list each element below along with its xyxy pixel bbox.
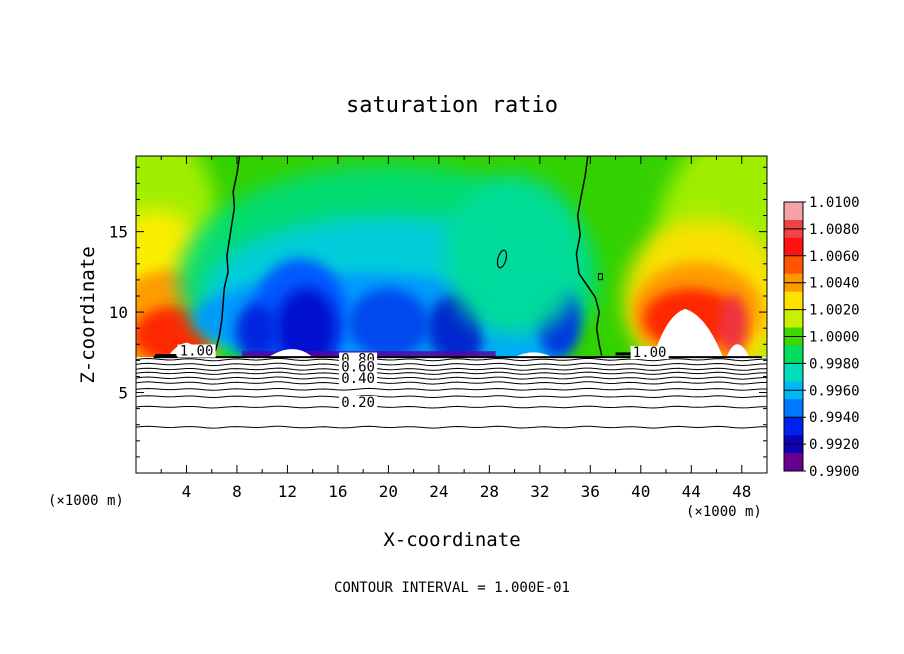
contour-one-right: [575, 156, 603, 356]
contour-label-4: 0.40: [341, 371, 375, 387]
x-tick-label-6: 28: [480, 482, 499, 501]
colorbar-band-3: [784, 255, 803, 275]
colorbar-label-7: 0.9960: [809, 383, 860, 399]
contour-labels: 1.00 1.000.800.600.400.20: [177, 344, 669, 411]
colorbar-band-14: [784, 453, 803, 472]
x-tick-label-11: 48: [732, 482, 751, 501]
contour-line-0: [136, 357, 767, 362]
colorbar-label-5: 1.0000: [809, 330, 860, 346]
contour-line-5: [136, 381, 767, 385]
colorbar-band-9: [784, 363, 803, 382]
colorbar-label-2: 1.0060: [809, 249, 860, 265]
y-axis-ticks: 5 10 15: [109, 166, 767, 458]
field-patch-13: [276, 288, 337, 369]
y-unit-label: (×1000 m): [48, 493, 124, 509]
contour-line-4: [136, 376, 767, 380]
field-clear-right: [653, 308, 723, 358]
plot-frame: [135, 155, 768, 474]
contour-label-bg-3: [339, 360, 378, 374]
contour-loop-1: [496, 249, 508, 269]
x-axis-ticks: 4 8 12 16 20 24 28 32 36 40 44 48: [160, 156, 751, 501]
colorbar-label-6: 0.9980: [809, 356, 860, 372]
field-patch-8: [718, 294, 747, 355]
colorbar: 1.0100 1.0080 1.0060 1.0040 1.0020 1.0000 0.99…: [783, 195, 860, 480]
contour-label-0: 1.00: [180, 344, 214, 360]
x-tick-label-1: 8: [232, 482, 242, 501]
y-tick-label-0: 5: [118, 384, 128, 403]
contour-line-6: [136, 387, 767, 391]
colorbar-band-0: [784, 202, 803, 221]
colorbar-label-0: 1.0100: [809, 195, 860, 211]
colorbar-label-9: 0.9920: [809, 437, 860, 453]
contour-label-5: 0.20: [341, 395, 375, 411]
x-tick-label-10: 44: [682, 482, 701, 501]
contour-line-2: [136, 367, 767, 371]
contour-one-left: [208, 156, 241, 357]
saturation-field: [136, 156, 767, 473]
x-axis-label: X-coordinate: [383, 529, 520, 551]
x-tick-label-8: 36: [581, 482, 600, 501]
colorbar-band-2: [784, 237, 803, 257]
contour-label-bg-4: [339, 371, 378, 385]
colorbar-band-6: [784, 309, 803, 329]
contour-line-7: [136, 395, 767, 399]
colorbar-label-10: 0.9900: [809, 464, 860, 480]
contour-line-1: [136, 362, 767, 367]
x-tick-label-4: 20: [379, 482, 398, 501]
contour-line-9: [136, 425, 767, 429]
colorbar-label-1: 1.0080: [809, 222, 860, 238]
x-tick-label-2: 12: [278, 482, 297, 501]
colorbar-band-8: [784, 345, 803, 364]
colorbar-band-5: [784, 291, 803, 311]
x-tick-label-3: 16: [328, 482, 347, 501]
x-unit-label: (×1000 m): [686, 504, 762, 520]
x-tick-label-5: 24: [429, 482, 448, 501]
x-tick-label-9: 40: [631, 482, 650, 501]
field-patch-14: [235, 303, 276, 360]
colorbar-label-3: 1.0040: [809, 276, 860, 292]
y-axis-label: Z-coordinate: [77, 246, 99, 383]
y-tick-label-2: 15: [109, 223, 128, 242]
contour-label-3: 0.60: [341, 360, 375, 376]
contour-label-bg-5: [339, 396, 378, 410]
field-patch-19: [444, 175, 585, 336]
field-clear-right-2: [726, 344, 750, 358]
field-patch-15: [348, 288, 429, 359]
contour-label-1: 1.00: [633, 345, 667, 361]
contour-label-bg-0: [177, 344, 216, 358]
contour-lines: [136, 156, 767, 429]
y-tick-label-1: 10: [109, 303, 128, 322]
contour-line-3: [136, 371, 767, 375]
contour-loop-2: [597, 273, 603, 281]
contour-line-8: [136, 405, 767, 409]
colorbar-band-12: [784, 417, 803, 436]
field-lower: [136, 357, 767, 473]
contour-interval-footer: CONTOUR INTERVAL = 1.000E-01: [334, 580, 570, 596]
x-tick-label-0: 4: [182, 482, 192, 501]
colorbar-label-8: 0.9940: [809, 410, 860, 426]
contour-label-bg-1: [630, 346, 669, 360]
x-tick-label-7: 32: [530, 482, 549, 501]
chart-title: saturation ratio: [346, 93, 558, 118]
colorbar-label-4: 1.0020: [809, 303, 860, 319]
colorbar-band-11: [784, 399, 803, 418]
